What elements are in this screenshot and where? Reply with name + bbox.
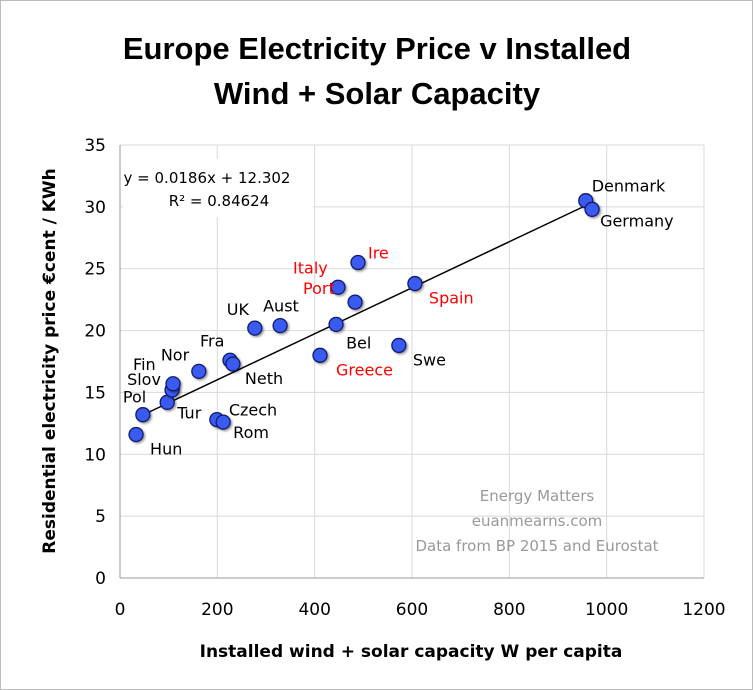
trendline <box>142 203 590 416</box>
point-label-uk: UK <box>227 300 250 319</box>
data-point-pol <box>135 407 151 423</box>
point-label-fin: Fin <box>133 355 156 374</box>
point-label-ire: Ire <box>368 244 389 263</box>
point-label-fra: Fra <box>200 331 224 350</box>
point-label-italy: Italy <box>293 258 328 277</box>
data-point-rom <box>215 414 231 430</box>
x-tick-label: 0 <box>115 600 126 620</box>
y-tick-label: 25 <box>84 260 106 280</box>
data-point-spain <box>407 275 423 292</box>
data-point-nor <box>191 363 207 380</box>
equation-box <box>123 159 313 217</box>
x-tick-label: 200 <box>201 600 233 620</box>
y-tick-label: 15 <box>84 383 106 403</box>
point-label-slov: Slov <box>127 370 161 389</box>
x-tick-label: 1200 <box>682 600 725 620</box>
point-label-swe: Swe <box>413 350 446 369</box>
point-label-hun: Hun <box>150 439 182 458</box>
y-tick-label: 30 <box>84 198 106 218</box>
data-point-bel <box>328 316 344 333</box>
annotation-website: euanmearns.com <box>472 512 603 530</box>
y-tick-label: 5 <box>95 507 106 527</box>
x-tick-label: 800 <box>493 600 525 620</box>
x-tick-label: 400 <box>298 600 330 620</box>
y-tick-label: 0 <box>95 569 106 589</box>
trendline-r2: R² = 0.84624 <box>169 192 270 210</box>
y-tick-label: 35 <box>84 136 106 156</box>
data-point-greece <box>312 347 328 363</box>
point-label-nor: Nor <box>161 345 190 364</box>
x-tick-label: 600 <box>396 600 428 620</box>
annotation-source: Data from BP 2015 and Eurostat <box>415 537 658 555</box>
data-point-italy <box>330 279 346 295</box>
y-axis-label: Residential electricity price €cent / KW… <box>40 168 60 554</box>
point-label-port: Port <box>303 279 335 298</box>
point-label-tur: Tur <box>176 403 201 422</box>
x-tick-label: 1000 <box>585 600 628 620</box>
point-label-neth: Neth <box>245 369 283 388</box>
trendline-equation: y = 0.0186x + 12.302 <box>124 169 291 187</box>
data-point-hun <box>128 426 144 443</box>
x-axis-label: Installed wind + solar capacity W per ca… <box>200 642 623 662</box>
data-point-aust <box>272 317 288 334</box>
data-point-uk <box>247 320 263 336</box>
data-point-swe <box>391 337 407 354</box>
point-label-czech: Czech <box>229 401 277 420</box>
data-point-neth <box>225 356 241 372</box>
chart-title-line-2: Wind + Solar Capacity <box>214 76 541 111</box>
y-tick-label: 10 <box>84 445 106 465</box>
data-point-ire <box>350 254 366 271</box>
chart-title-line-1: Europe Electricity Price v Installed <box>123 31 631 66</box>
point-label-pol: Pol <box>123 388 146 407</box>
data-point-germany <box>584 201 600 217</box>
point-label-bel: Bel <box>346 333 371 352</box>
point-label-germany: Germany <box>600 211 674 230</box>
point-label-rom: Rom <box>233 423 269 442</box>
point-label-denmark: Denmark <box>592 177 666 196</box>
data-point-port <box>347 294 363 310</box>
point-label-greece: Greece <box>336 360 393 379</box>
annotation-energy-matters: Energy Matters <box>480 487 595 505</box>
y-tick-label: 20 <box>84 322 106 342</box>
data-point-fin <box>165 376 181 392</box>
point-label-aust: Aust <box>263 297 299 316</box>
point-label-spain: Spain <box>429 289 474 308</box>
